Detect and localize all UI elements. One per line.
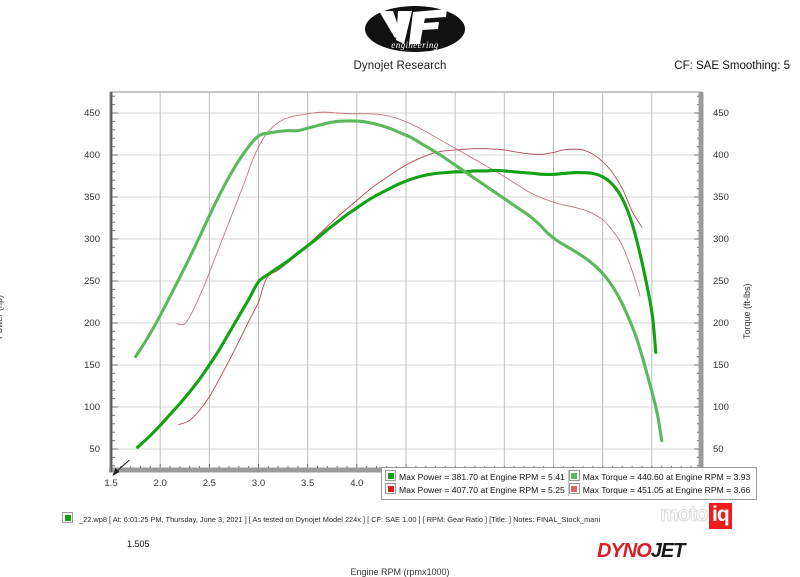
dyno-curves-svg: 50 100 150 200 250 300 350 400 450 50 100 150 200 250… <box>84 91 729 489</box>
svg-text:350: 350 <box>713 192 729 203</box>
legend-row[interactable]: Max Power = 407.70 at Engine RPM = 5.25 … <box>385 483 754 496</box>
svg-text:250: 250 <box>713 276 729 287</box>
legend-swatch-torque-run1 <box>568 470 580 481</box>
svg-text:2.5: 2.5 <box>203 478 216 489</box>
svg-text:250: 250 <box>84 276 100 287</box>
dyno-chart-screenshot: engineering Dynojet Research CF: SAE Smo… <box>0 6 800 577</box>
caption-swatch <box>62 512 73 523</box>
legend-cell-power-run1[interactable]: Max Power = 381.70 at Engine RPM = 5.41 <box>385 470 568 483</box>
svg-text:400: 400 <box>84 150 100 161</box>
legend-label-power-run2: Max Power = 407.70 at Engine RPM = 5.25 <box>399 485 565 495</box>
cursor-rpm-annotation: 1.505 <box>127 539 150 549</box>
legend-row[interactable]: Max Power = 381.70 at Engine RPM = 5.41 … <box>385 470 754 483</box>
legend-label-torque-run1: Max Torque = 440.60 at Engine RPM = 3.93 <box>582 472 751 482</box>
legend-swatch-power-run2 <box>385 483 396 494</box>
caption-text: _22.wp8 [ At: 6:01:25 PM, Thursday, June… <box>79 515 601 524</box>
svg-text:200: 200 <box>84 318 100 329</box>
svg-text:100: 100 <box>84 402 100 413</box>
svg-text:300: 300 <box>713 234 729 245</box>
dynojet-watermark-dyno: DYNO <box>597 540 652 562</box>
svg-text:350: 350 <box>84 192 100 203</box>
svg-text:100: 100 <box>713 402 729 413</box>
curve <box>178 148 643 426</box>
svg-text:50: 50 <box>89 444 100 455</box>
svg-text:engineering: engineering <box>391 40 438 50</box>
svg-text:3.0: 3.0 <box>252 478 265 489</box>
svg-text:300: 300 <box>84 234 100 245</box>
chart-legend[interactable]: Max Power = 381.70 at Engine RPM = 5.41 … <box>381 467 758 500</box>
run-file-caption[interactable]: _22.wp8 [ At: 6:01:25 PM, Thursday, June… <box>62 512 792 528</box>
x-axis-title: Engine RPM (rpmx1000) <box>350 567 450 577</box>
svg-text:400: 400 <box>713 150 729 161</box>
svg-text:50: 50 <box>713 444 724 455</box>
dynojet-watermark: DYNOJET <box>597 540 686 562</box>
svg-text:1.5: 1.5 <box>104 478 117 489</box>
svg-text:150: 150 <box>84 360 100 371</box>
legend-swatch-power-run1 <box>385 470 396 481</box>
vf-engineering-logo: engineering <box>365 6 465 52</box>
chart-subtitle: Dynojet Research <box>353 60 447 72</box>
legend-cell-power-run2[interactable]: Max Power = 407.70 at Engine RPM = 5.25 <box>385 483 568 496</box>
motoiq-logo-iq-box: iq <box>709 503 732 529</box>
svg-text:3.5: 3.5 <box>301 478 314 489</box>
y-axis-left-title: Power (hp) <box>0 294 4 339</box>
curve <box>136 168 658 449</box>
svg-text:200: 200 <box>713 318 729 329</box>
svg-text:450: 450 <box>713 108 729 119</box>
curve <box>134 119 664 443</box>
legend-cell-torque-run1[interactable]: Max Torque = 440.60 at Engine RPM = 3.93 <box>567 470 754 483</box>
svg-text:2.0: 2.0 <box>154 478 167 489</box>
correction-factor-label: CF: SAE Smoothing: 5 <box>674 60 790 72</box>
dynojet-watermark-jet: JET <box>650 540 686 562</box>
legend-label-power-run1: Max Power = 381.70 at Engine RPM = 5.41 <box>399 472 565 482</box>
svg-text:450: 450 <box>84 108 100 119</box>
plot-area: 50 100 150 200 250 300 350 400 450 50 100 150 200 250… <box>0 84 800 577</box>
legend-label-torque-run2: Max Torque = 451.05 at Engine RPM = 3.66 <box>582 485 751 495</box>
svg-text:4.0: 4.0 <box>350 478 363 489</box>
svg-text:150: 150 <box>713 360 729 371</box>
motoiq-logo-iq: iq <box>712 503 730 526</box>
motoiq-logo-moto: moto <box>659 503 708 527</box>
legend-cell-torque-run2[interactable]: Max Torque = 451.05 at Engine RPM = 3.66 <box>567 483 754 496</box>
legend-swatch-torque-run2 <box>568 483 580 494</box>
y-axis-right-title: Torque (ft-lbs) <box>742 283 752 339</box>
curve <box>176 111 641 326</box>
